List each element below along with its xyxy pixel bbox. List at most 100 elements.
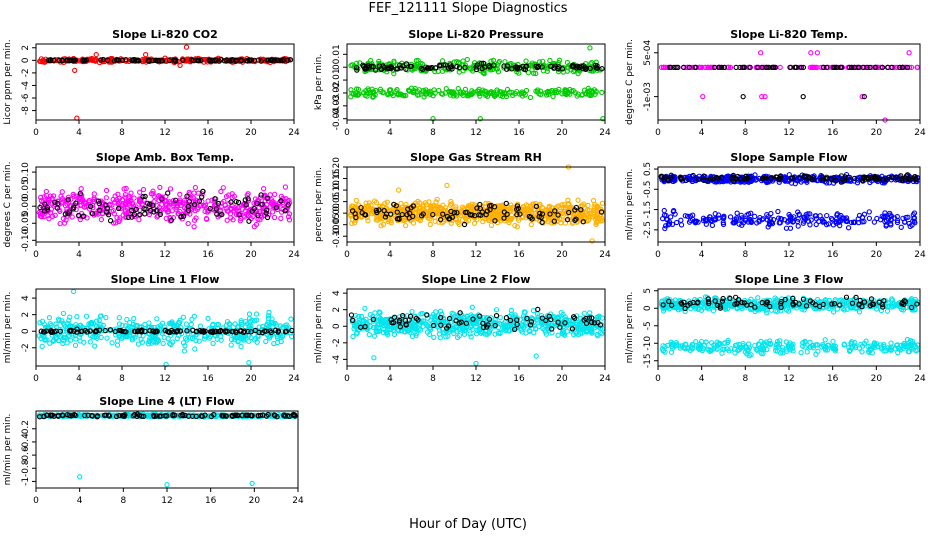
point-slope-points-lower bbox=[669, 221, 676, 228]
point-slope-points-lower bbox=[661, 207, 667, 214]
point-slope-points bbox=[238, 319, 245, 326]
point-slope-points bbox=[388, 219, 394, 226]
y-tick-label: 0.01 bbox=[332, 44, 342, 64]
point-slope-points-lower bbox=[836, 214, 842, 220]
point-slope-points bbox=[439, 311, 445, 317]
point-slope-points bbox=[724, 64, 731, 71]
point-slope-points bbox=[379, 203, 386, 209]
point-slope-points bbox=[488, 222, 495, 229]
point-hourly-points bbox=[104, 57, 111, 63]
point-slope-points bbox=[43, 188, 50, 195]
point-slope-points bbox=[92, 211, 99, 217]
x-tick-label: 8 bbox=[430, 250, 436, 260]
point-hourly-points bbox=[273, 205, 280, 211]
point-hourly-points bbox=[87, 203, 94, 210]
point-hourly-points bbox=[547, 211, 553, 217]
point-hourly-points bbox=[162, 327, 168, 334]
point-hourly-points bbox=[572, 217, 578, 224]
point-slope-points-upper bbox=[495, 69, 502, 75]
y-tick-label: -2 bbox=[332, 338, 342, 347]
point-slope-points bbox=[246, 338, 252, 344]
y-tick-label: 2 bbox=[332, 307, 342, 313]
point-slope-points-lower bbox=[835, 219, 842, 225]
point-hourly-points bbox=[98, 57, 104, 63]
y-axis-label: kPa per min. bbox=[314, 54, 324, 110]
point-hourly-points bbox=[107, 218, 114, 224]
point-slope-points-upper bbox=[502, 59, 508, 65]
x-tick-label: 0 bbox=[344, 250, 350, 260]
point-slope-points bbox=[156, 204, 163, 211]
point-slope-points bbox=[414, 205, 420, 212]
point-slope-points-lower bbox=[906, 220, 912, 227]
point-slope-points bbox=[139, 339, 146, 345]
point-slope-points-upper bbox=[523, 58, 529, 64]
point-hourly-points bbox=[152, 329, 158, 335]
point-hourly-points bbox=[38, 328, 44, 334]
point-slope-points-upper bbox=[456, 59, 462, 65]
point-hourly-points bbox=[551, 65, 557, 71]
point-hourly-points bbox=[382, 214, 389, 220]
point-hourly-points bbox=[898, 173, 904, 179]
point-hourly-points bbox=[838, 64, 845, 71]
point-slope-points bbox=[47, 321, 53, 327]
point-slope-points bbox=[139, 201, 146, 207]
y-axis-label: ml/min per min. bbox=[314, 292, 324, 364]
point-slope-points bbox=[73, 193, 79, 199]
point-slope-points bbox=[157, 325, 163, 331]
point-slope-points-lower bbox=[499, 90, 506, 97]
point-slope-points bbox=[363, 203, 370, 210]
point-slope-points-lower bbox=[775, 208, 781, 215]
point-slope-points bbox=[202, 202, 209, 208]
point-slope-points bbox=[192, 346, 198, 352]
point-slope-points bbox=[427, 221, 433, 228]
point-hourly-points bbox=[365, 64, 371, 70]
data-points bbox=[348, 45, 606, 122]
point-slope-points bbox=[589, 330, 595, 336]
point-hourly-points bbox=[478, 60, 485, 67]
point-slope-points-lower bbox=[450, 89, 457, 95]
point-hourly-points bbox=[406, 215, 412, 221]
point-slope-points bbox=[818, 64, 824, 71]
point-slope-points-lower bbox=[367, 90, 374, 96]
y-axis-label: percent per min. bbox=[314, 167, 324, 242]
point-hourly-points bbox=[447, 215, 453, 222]
point-hourly-points bbox=[824, 174, 830, 180]
point-slope-points bbox=[660, 64, 666, 71]
point-hourly-points bbox=[430, 211, 436, 218]
point-hourly-points bbox=[437, 62, 443, 68]
point-slope-points bbox=[434, 210, 440, 217]
point-slope-points bbox=[426, 199, 432, 205]
point-slope-points bbox=[215, 214, 221, 220]
point-slope-points-lower bbox=[682, 213, 688, 219]
point-hourly-points bbox=[388, 63, 394, 70]
point-hourly-points bbox=[675, 64, 681, 71]
point-slope-points bbox=[534, 318, 541, 324]
point-hourly-points bbox=[244, 58, 251, 64]
y-tick-label: -4 bbox=[332, 355, 342, 364]
point-slope-points bbox=[128, 190, 134, 196]
point-slope-points bbox=[53, 321, 59, 327]
point-hourly-points bbox=[216, 58, 222, 64]
point-hourly-points bbox=[743, 176, 749, 182]
point-slope-points bbox=[154, 337, 160, 343]
point-hourly-points bbox=[175, 328, 181, 334]
point-slope-points-lower bbox=[684, 213, 691, 219]
point-slope-points bbox=[205, 315, 211, 322]
point-slope-points bbox=[165, 204, 171, 210]
point-slope-points bbox=[114, 338, 121, 344]
point-slope-points-lower bbox=[512, 90, 518, 97]
point-hourly-points bbox=[474, 205, 480, 211]
point-hourly-points bbox=[102, 327, 108, 334]
point-slope-points bbox=[120, 212, 126, 218]
point-hourly-points bbox=[180, 213, 187, 219]
point-hourly-points bbox=[472, 213, 478, 219]
outlier-point bbox=[395, 187, 402, 193]
point-slope-points-lower bbox=[764, 211, 770, 218]
point-hourly-points bbox=[89, 211, 96, 217]
y-tick-label: 0.00 bbox=[21, 196, 31, 216]
data-points bbox=[36, 184, 293, 230]
point-slope-points-lower bbox=[348, 94, 354, 100]
point-slope-points bbox=[448, 220, 454, 226]
